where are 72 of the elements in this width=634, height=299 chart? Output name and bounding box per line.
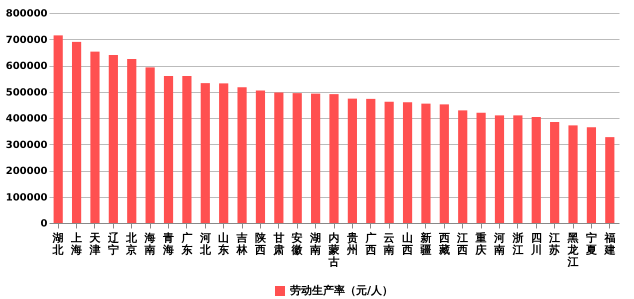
bar: [200, 83, 210, 223]
bar: [108, 55, 118, 223]
x-tick-label: 湖南: [309, 232, 322, 256]
x-tick-label: 安徽: [290, 232, 304, 256]
x-tick-label: 宁夏: [584, 232, 597, 256]
x-tick-label: 山东: [217, 232, 230, 256]
y-tick-label: 100000: [6, 192, 48, 204]
x-tick-label: 海南: [144, 232, 156, 256]
x-tick-label: 四川: [530, 232, 542, 256]
bar: [532, 116, 541, 223]
bar: [292, 93, 302, 223]
x-tick-label: 北京: [125, 232, 138, 256]
bar: [402, 102, 412, 223]
bar: [219, 83, 228, 223]
bar: [421, 104, 431, 223]
bar: [72, 42, 82, 223]
bar: [568, 125, 578, 223]
x-tick-label: 辽宁: [106, 232, 120, 256]
x-tick-label: 陕西: [254, 232, 267, 256]
x-tick-label: 西藏: [438, 232, 450, 256]
bar: [476, 112, 486, 223]
x-tick-label: 广西: [364, 232, 376, 256]
x-tick-label: 吉林: [236, 232, 249, 256]
bar: [90, 52, 100, 223]
x-tick-label: 山西: [401, 232, 414, 256]
x-tick-label: 甘肃: [272, 232, 284, 256]
x-tick-label: 重庆: [474, 232, 487, 256]
bar: [237, 87, 247, 223]
y-tick-label: 300000: [6, 140, 48, 151]
y-tick-label: 800000: [6, 8, 48, 20]
bar: [182, 76, 192, 223]
x-tick-label: 江西: [456, 232, 468, 256]
legend-label: 劳动生产率（元/人）: [290, 284, 394, 297]
bar: [164, 76, 174, 223]
x-tick-label: 新疆: [419, 232, 432, 256]
bar: [586, 127, 596, 223]
x-tick-label: 广东: [180, 232, 192, 256]
bar: [146, 67, 155, 223]
y-tick-label: 400000: [6, 114, 48, 124]
bar: [513, 115, 522, 223]
x-tick-label: 内蒙古: [328, 232, 340, 268]
y-tick-label: 600000: [6, 61, 48, 72]
x-tick-label: 上海: [70, 232, 82, 256]
x-tick-label: 浙江: [511, 232, 524, 256]
bar: [127, 58, 136, 223]
bar: [440, 104, 449, 223]
bar: [384, 102, 394, 223]
x-tick-label: 天津: [88, 232, 102, 256]
x-tick-label: 江苏: [548, 232, 560, 256]
bar: [458, 110, 468, 223]
x-tick-label: 河南: [492, 232, 505, 256]
y-tick-label: 500000: [6, 87, 48, 98]
x-tick-label: 福建: [603, 232, 616, 256]
bar: [311, 94, 320, 223]
bar: [605, 137, 614, 223]
y-tick-label: 0: [40, 218, 48, 230]
x-tick-label: 湖北: [52, 232, 65, 256]
bar: [550, 122, 560, 223]
bar: [274, 92, 284, 223]
bar: [329, 94, 339, 223]
bar: [256, 90, 266, 223]
bar: [348, 98, 357, 223]
x-tick-label: 黑龙江: [566, 232, 580, 268]
y-tick-label: 200000: [6, 166, 48, 177]
bar: [494, 115, 504, 223]
x-tick-label: 云南: [382, 232, 395, 256]
x-tick-label: 河北: [198, 232, 212, 256]
x-tick-label: 贵州: [346, 232, 358, 256]
bar: [54, 35, 63, 223]
x-tick-label: 青海: [162, 232, 174, 256]
bar: [366, 98, 376, 223]
y-tick-label: 700000: [6, 34, 48, 46]
